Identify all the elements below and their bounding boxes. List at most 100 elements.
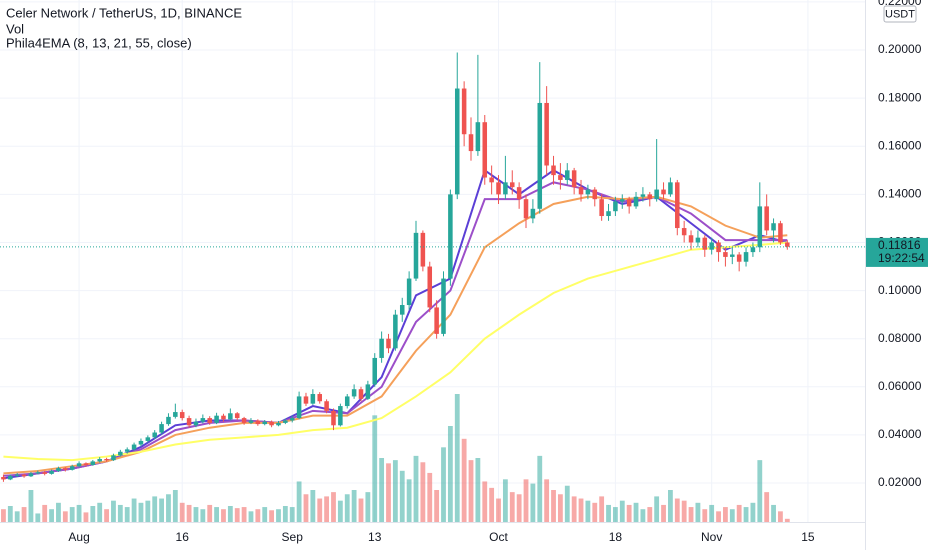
- volume-bar: [276, 509, 281, 522]
- candle-body: [393, 314, 398, 349]
- candle-body: [427, 266, 433, 308]
- candle-body: [207, 418, 212, 423]
- volume-bar: [468, 460, 474, 522]
- volume-bar: [592, 502, 598, 522]
- volume-bar: [736, 504, 742, 522]
- volume-bar: [111, 500, 116, 522]
- volume-bar: [557, 494, 563, 522]
- candle-body: [365, 384, 371, 399]
- last-price-box: [866, 237, 928, 267]
- volume-bar: [179, 502, 185, 522]
- candle-body: [83, 463, 89, 465]
- volume-bar: [406, 479, 412, 522]
- volume-bar: [310, 490, 316, 522]
- candle-body: [585, 189, 591, 195]
- chart-title: Celer Network / TetherUS, 1D, BINANCE: [6, 5, 242, 20]
- volume-bar: [709, 504, 715, 522]
- volume-bar: [475, 458, 481, 522]
- candle-body: [159, 424, 164, 433]
- volume-bar: [619, 500, 625, 522]
- volume-bar: [379, 458, 385, 522]
- x-tick-label: Nov: [701, 530, 722, 544]
- volume-bar: [241, 507, 247, 522]
- candle-body: [730, 254, 735, 257]
- candle-body: [8, 475, 13, 480]
- candle-body: [413, 232, 419, 279]
- candle-body: [778, 223, 783, 243]
- volume-bar: [757, 460, 763, 522]
- volume-bar: [248, 511, 254, 522]
- volume-bar: [56, 502, 61, 522]
- volume-bar: [337, 500, 343, 522]
- candle-body: [166, 416, 171, 425]
- candle-body: [276, 422, 281, 426]
- candle-body: [358, 389, 364, 399]
- volume-bar: [516, 494, 522, 522]
- volume-bar: [489, 487, 495, 522]
- candle-body: [420, 232, 426, 267]
- candle-body: [482, 122, 488, 178]
- candle-body: [42, 472, 47, 474]
- candle-body: [743, 252, 749, 262]
- volume-bar: [612, 507, 618, 522]
- volume-bar: [695, 502, 701, 522]
- volume-bar: [729, 509, 735, 522]
- volume-bar: [502, 479, 508, 522]
- candle-body: [606, 211, 611, 217]
- volume-bar: [262, 507, 268, 522]
- volume-bar: [571, 496, 577, 522]
- x-tick-label: Oct: [489, 530, 508, 544]
- volume-bar: [97, 502, 103, 522]
- volume-bar: [21, 507, 27, 522]
- candle-body: [228, 413, 233, 420]
- volume-bar: [668, 490, 673, 522]
- volume-bar: [771, 504, 776, 522]
- candle-body: [613, 201, 618, 212]
- candle-body: [138, 440, 144, 445]
- volume-bar: [172, 490, 178, 522]
- candle-body: [509, 182, 515, 188]
- candle-body: [152, 432, 157, 438]
- y-tick-label: 0.02000: [878, 475, 922, 489]
- volume-bar: [723, 507, 728, 522]
- candle-body: [372, 357, 378, 385]
- x-tick-label: 15: [801, 530, 815, 544]
- candle-body: [331, 410, 336, 426]
- candle-body: [461, 88, 467, 135]
- candle-body: [186, 418, 192, 426]
- candle-body: [262, 421, 267, 425]
- candle-body: [214, 415, 219, 423]
- volume-bar: [447, 426, 453, 522]
- candle-body: [599, 199, 604, 217]
- x-tick-label: Sep: [282, 530, 304, 544]
- candle-body: [441, 278, 446, 334]
- volume-bar: [392, 460, 398, 522]
- ema-line: [3, 181, 788, 477]
- volume-bar: [413, 455, 419, 522]
- candle-body: [76, 463, 82, 467]
- volume-bar: [227, 506, 233, 522]
- candle-body: [785, 242, 790, 247]
- volume-bar: [221, 509, 226, 522]
- candle-body: [764, 206, 769, 231]
- candle-body: [386, 338, 391, 349]
- volume-bar: [399, 470, 405, 522]
- candle-body: [558, 175, 563, 180]
- candle-body: [661, 189, 666, 195]
- volume-bar: [482, 481, 488, 522]
- volume-bar: [530, 483, 536, 522]
- y-tick-label: 0.16000: [878, 138, 922, 152]
- y-tick-label: 0.04000: [878, 427, 922, 441]
- x-tick-label: 18: [609, 530, 623, 544]
- candle-body: [503, 182, 508, 195]
- candle-body: [35, 472, 41, 474]
- candle-body: [771, 223, 776, 231]
- volume-bar: [289, 507, 295, 522]
- volume-bar: [702, 509, 708, 522]
- indicator-label: Phila4EMA (8, 13, 21, 55, close): [6, 35, 192, 50]
- volume-bar: [441, 447, 446, 522]
- volume-bar: [90, 506, 96, 522]
- volume-bar: [461, 438, 467, 522]
- candle-body: [496, 182, 501, 195]
- volume-bar: [166, 494, 171, 522]
